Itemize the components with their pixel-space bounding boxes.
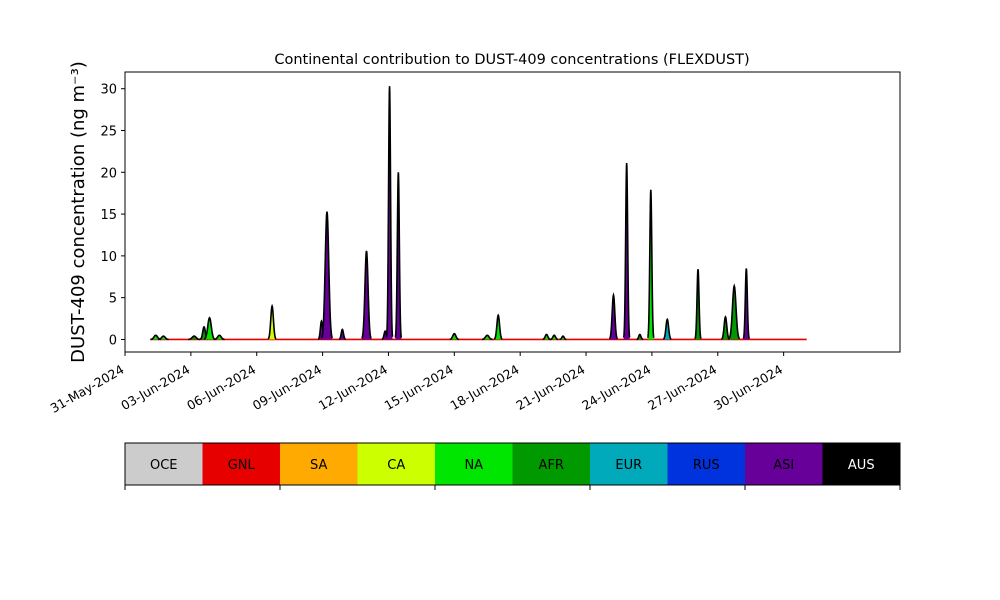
dust-peak-outline <box>481 334 493 341</box>
dust-peak-outline <box>662 317 672 340</box>
colorbar-label-na: NA <box>464 458 483 473</box>
dust-peak-outline <box>203 316 216 340</box>
dust-peak-outline <box>267 303 277 340</box>
x-tick-label: 21-Jun-2024 <box>513 362 587 413</box>
y-tick-label: 30 <box>100 83 117 98</box>
colorbar-label-rus: RUS <box>693 458 720 473</box>
y-tick-label: 5 <box>109 292 117 307</box>
chart-title: Continental contribution to DUST-409 con… <box>274 52 749 68</box>
dust-peak-outline <box>728 283 741 340</box>
y-tick-label: 15 <box>100 208 117 223</box>
dust-peak-outline <box>647 189 655 338</box>
dust-peak-outline <box>361 250 372 339</box>
dust-peak-outline <box>338 328 346 341</box>
dust-peak-outline <box>158 335 169 341</box>
x-tick-label: 30-Jun-2024 <box>711 362 785 413</box>
dust-peak-outline <box>188 335 201 341</box>
colorbar-swatch-na <box>435 443 513 485</box>
dust-peak-outline <box>394 172 403 338</box>
colorbar-label-gnl: GNL <box>228 458 256 473</box>
x-tick-label: 06-Jun-2024 <box>184 362 258 413</box>
dust-peak-outline <box>622 163 631 338</box>
colorbar-label-ca: CA <box>387 458 405 473</box>
dust-peak-outline <box>550 334 559 341</box>
dust-peak-outline <box>214 334 225 341</box>
dust-peak-outline <box>559 335 567 341</box>
colorbar-swatch-gnl <box>202 443 280 485</box>
colorbar-swatch-oce <box>125 443 203 485</box>
x-tick-label: 27-Jun-2024 <box>645 362 719 413</box>
colorbar-label-afr: AFR <box>539 458 564 473</box>
dust-peak-outline <box>320 211 334 339</box>
dust-peak-outline <box>742 268 751 339</box>
x-tick-label: 15-Jun-2024 <box>382 362 456 413</box>
dust-peak-outline <box>608 292 619 340</box>
x-tick-label: 09-Jun-2024 <box>250 362 324 413</box>
x-tick-label: 31-May-2024 <box>48 362 127 416</box>
colorbar-frame <box>124 442 901 486</box>
x-tick-label: 18-Jun-2024 <box>448 362 522 413</box>
x-tick-label: 12-Jun-2024 <box>316 362 390 413</box>
x-tick-label: 24-Jun-2024 <box>579 362 653 413</box>
dust-peak-outline <box>493 313 503 340</box>
source-colorbar: OCE GNL SA CA NA AFR EUR RUS ASI AUS <box>124 442 901 490</box>
colorbar-label-asi: ASI <box>773 458 794 473</box>
colorbar-swatch-rus <box>667 443 745 485</box>
y-tick-label: 25 <box>100 125 117 140</box>
colorbar-swatch-ca <box>357 443 435 485</box>
y-axis-label: DUST-409 concentration (ng m⁻³) <box>68 61 89 363</box>
colorbar-label-eur: EUR <box>615 458 642 473</box>
dust-peak-outline <box>694 269 702 339</box>
colorbar-swatch-eur <box>590 443 668 485</box>
colorbar-label-aus: AUS <box>848 458 875 473</box>
plot-area: 0 5 10 15 20 25 30 31-May-202403-Jun-202406-Jun… <box>48 71 901 416</box>
dust-peak-outline <box>721 315 730 340</box>
dust-peak-outline <box>449 332 460 341</box>
colorbar-swatch-sa <box>280 443 358 485</box>
dust-peak-outline <box>542 333 551 341</box>
plot-frame <box>124 71 901 353</box>
colorbar-label-sa: SA <box>310 458 327 473</box>
colorbar-label-oce: OCE <box>150 458 178 473</box>
y-tick-label: 20 <box>100 166 117 181</box>
colorbar-swatch-afr <box>512 443 590 485</box>
colorbar-swatch-asi <box>745 443 823 485</box>
dust-peak-outline <box>385 86 394 337</box>
colorbar-swatch-aus <box>822 443 900 485</box>
y-tick-label: 0 <box>109 333 117 348</box>
dust-peak-outline <box>636 333 644 341</box>
y-tick-label: 10 <box>100 250 117 265</box>
x-tick-label: 03-Jun-2024 <box>118 362 192 413</box>
